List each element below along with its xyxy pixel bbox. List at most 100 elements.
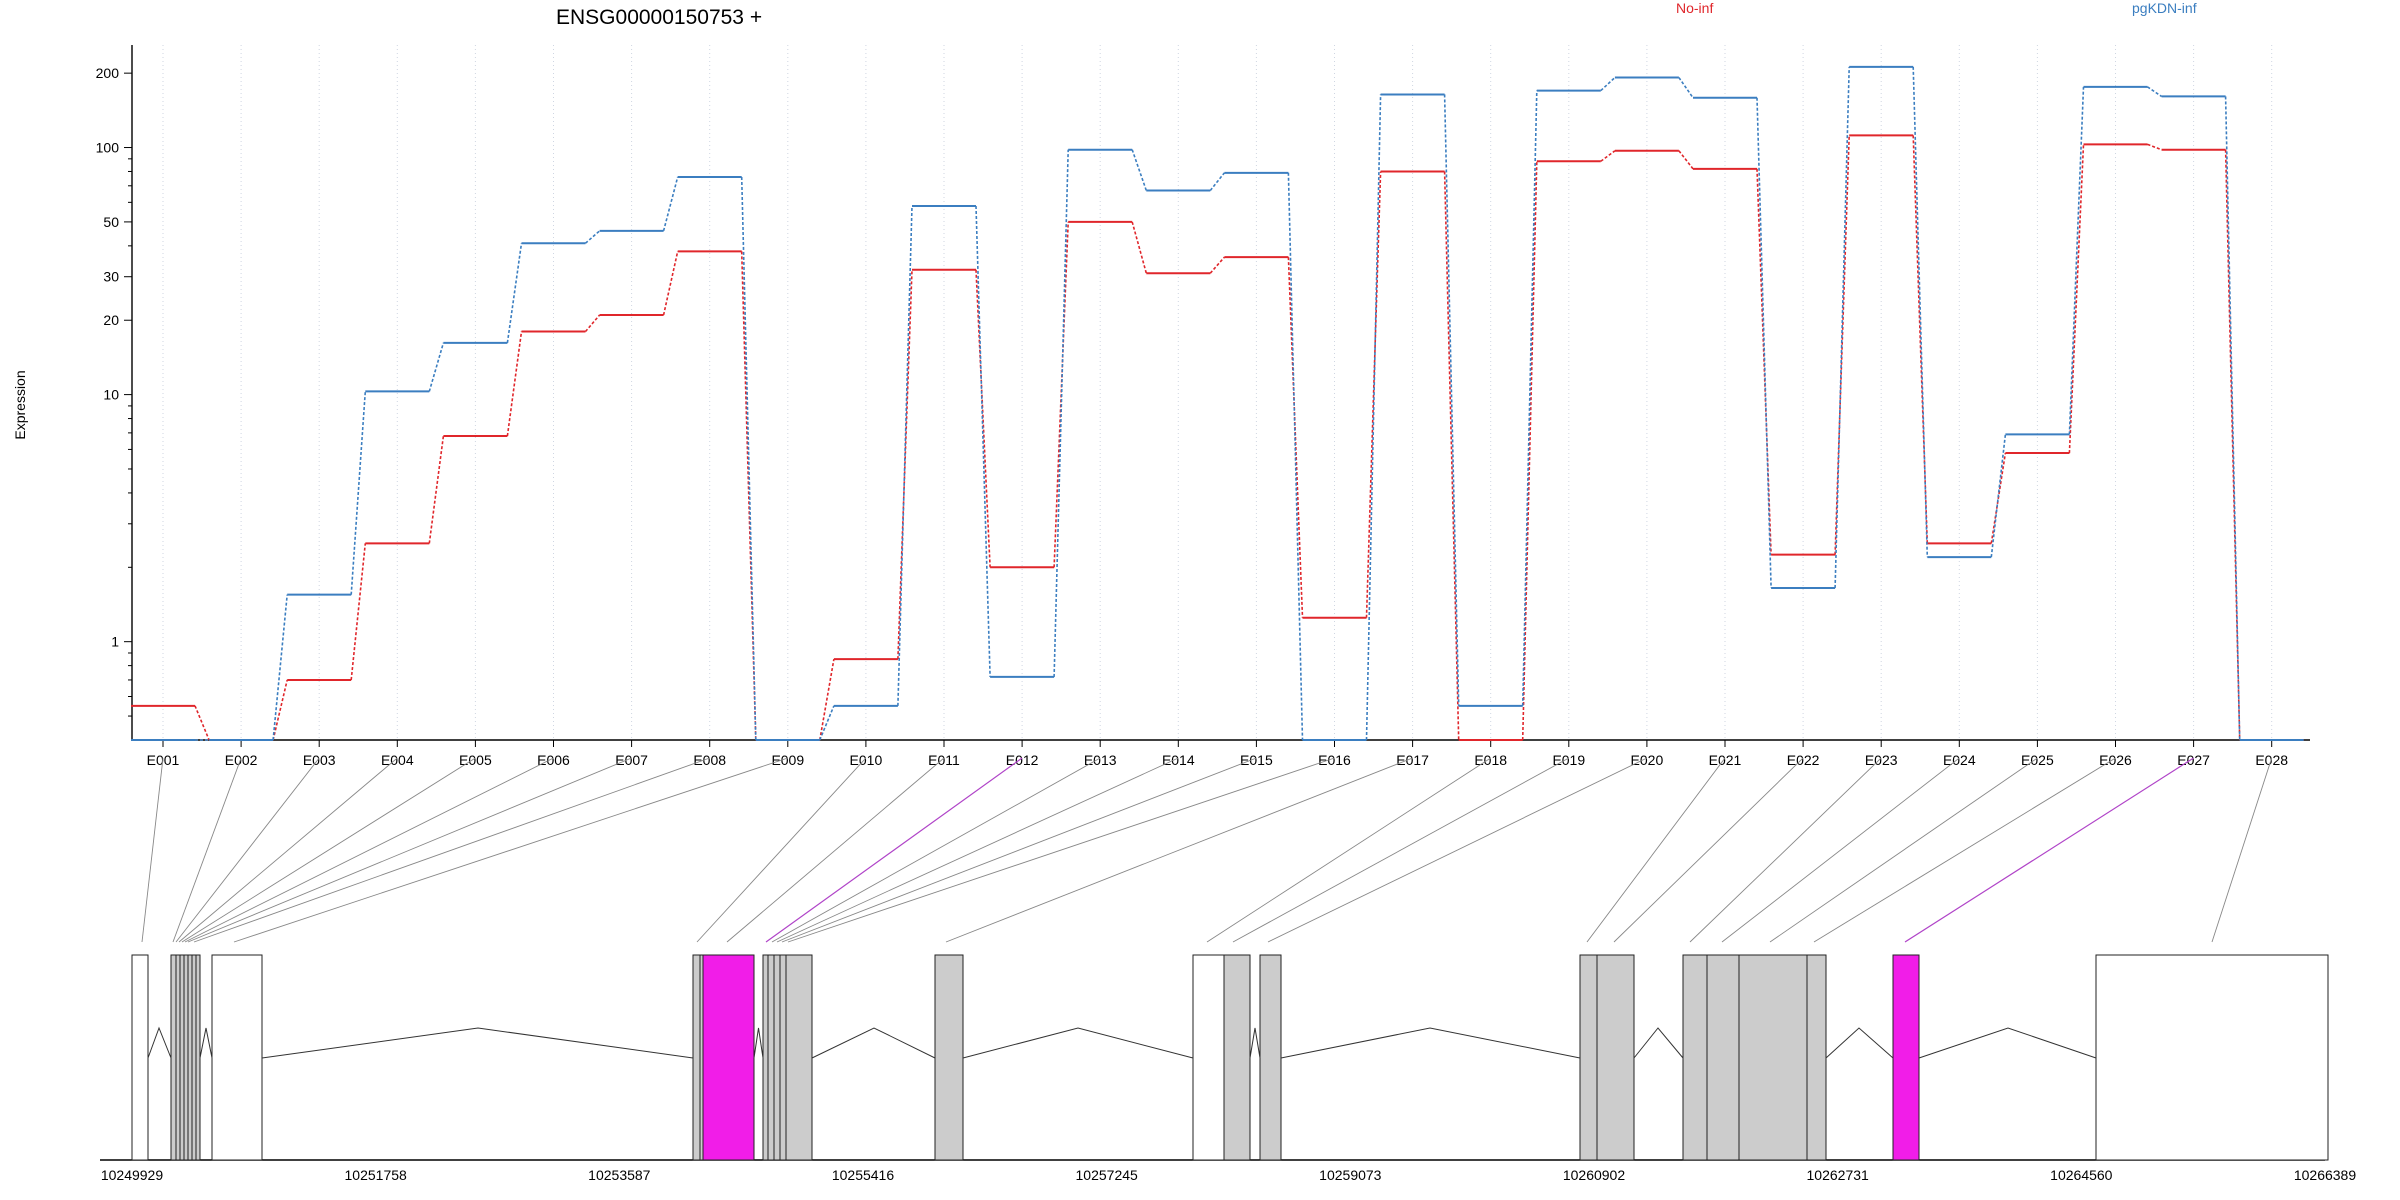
series-connector	[740, 176, 757, 741]
series-connector	[506, 331, 523, 437]
exon-connector	[187, 757, 632, 943]
series-connector	[272, 679, 288, 741]
series-connector	[1365, 94, 1382, 741]
intron-line	[261, 1027, 694, 1059]
exon-connector	[765, 757, 1023, 943]
x-tick-label: E006	[537, 752, 570, 768]
series-connector	[2224, 96, 2241, 741]
coordinate-tick-label: 10257245	[1076, 1167, 1139, 1183]
intron-line	[1280, 1027, 1581, 1059]
exon-box	[1706, 954, 1740, 1161]
exon-box	[1579, 954, 1598, 1161]
x-tick-label: E020	[1631, 752, 1664, 768]
coordinate-tick-label: 10259073	[1319, 1167, 1382, 1183]
exon-connector	[184, 757, 554, 943]
intron-line	[1918, 1027, 2097, 1059]
exon-box	[131, 954, 149, 1161]
exon-connector	[1206, 757, 1491, 943]
x-tick-label: E002	[225, 752, 258, 768]
exon-connector	[1904, 757, 2194, 943]
series-connector	[897, 205, 913, 706]
coordinate-tick-label: 10249929	[101, 1167, 164, 1183]
x-tick-label: E009	[771, 752, 804, 768]
x-tick-label: E022	[1787, 752, 1820, 768]
series-connector	[1912, 66, 1929, 558]
series-connector	[1521, 161, 1538, 741]
exon-connector	[787, 757, 1335, 943]
exon-box	[1223, 954, 1251, 1161]
x-tick-label: E018	[1474, 752, 1507, 768]
x-tick-label: E014	[1162, 752, 1195, 768]
y-tick-label: 10	[103, 387, 119, 403]
x-tick-label: E024	[1943, 752, 1976, 768]
exon-box	[1806, 954, 1827, 1161]
exon-box	[1892, 954, 1920, 1161]
y-tick-label: 200	[96, 65, 120, 81]
series-connector	[1912, 135, 1929, 544]
exon-box	[692, 954, 704, 1161]
exon-box	[702, 954, 755, 1161]
exon-connector	[141, 757, 164, 943]
exon-connector	[1769, 757, 2038, 943]
series-connector	[2068, 144, 2085, 454]
x-tick-label: E015	[1240, 752, 1273, 768]
exon-box	[934, 954, 964, 1161]
series-connector	[1756, 97, 1772, 588]
series-connector	[1131, 221, 1148, 274]
exon-connector	[1613, 757, 1804, 943]
series-connector	[1990, 452, 2007, 544]
series-pgkdn-inf	[131, 65, 2304, 741]
series-connector	[975, 205, 991, 677]
series-connector	[584, 230, 601, 244]
series-connector	[819, 705, 835, 741]
coordinate-tick-label: 10266389	[2294, 1167, 2357, 1183]
series-connector	[1990, 434, 2007, 558]
series-connector	[506, 243, 523, 343]
exon-connector	[696, 757, 867, 943]
x-tick-label: E028	[2255, 752, 2288, 768]
x-tick-label: E026	[2099, 752, 2132, 768]
coordinate-tick-label: 10262731	[1807, 1167, 1870, 1183]
exon-connector	[233, 757, 788, 943]
coordinate-tick-label: 10264560	[2050, 1167, 2113, 1183]
x-tick-label: E017	[1396, 752, 1429, 768]
exon-connector	[2211, 757, 2273, 943]
exon-connector	[181, 757, 476, 943]
series-connector	[740, 251, 757, 741]
legend: No-inf pgKDN-inf	[1676, 0, 2197, 16]
series-connector	[1756, 168, 1772, 555]
series-connector	[1287, 257, 1304, 618]
y-tick-label: 30	[103, 269, 119, 285]
series-connector	[2147, 143, 2162, 151]
series-connector	[428, 435, 445, 544]
coordinate-tick-label: 10253587	[588, 1167, 651, 1183]
exon-connector	[781, 757, 1257, 943]
exon-connector	[1721, 757, 1960, 943]
exon-connector	[1689, 757, 1882, 943]
coordinate-tick-label: 10251758	[345, 1167, 408, 1183]
x-tick-label: E011	[928, 752, 960, 768]
intron-line	[1825, 1027, 1894, 1059]
series-connector	[428, 342, 445, 392]
x-tick-label: E004	[381, 752, 414, 768]
gene-model: 10249929 10251758 10253587 10255416 10257245…	[100, 757, 2357, 1183]
x-tick-label: E007	[615, 752, 648, 768]
intron-line	[199, 1027, 213, 1059]
series-connector	[1600, 76, 1616, 92]
exon-box	[2095, 954, 2329, 1161]
x-tick-label: E013	[1084, 752, 1117, 768]
series-connector	[272, 594, 288, 741]
x-tick-label: E005	[459, 752, 492, 768]
intron-line	[811, 1027, 936, 1059]
x-tick-label: E023	[1865, 752, 1898, 768]
series-connector	[2147, 86, 2163, 98]
exon-connector	[172, 757, 242, 943]
series-connector	[2068, 86, 2085, 435]
series-connector	[1443, 94, 1460, 706]
series-connector	[1209, 256, 1226, 274]
series-connector	[1209, 172, 1226, 192]
y-tick-label: 1	[111, 634, 119, 650]
x-tick-label: E016	[1318, 752, 1351, 768]
